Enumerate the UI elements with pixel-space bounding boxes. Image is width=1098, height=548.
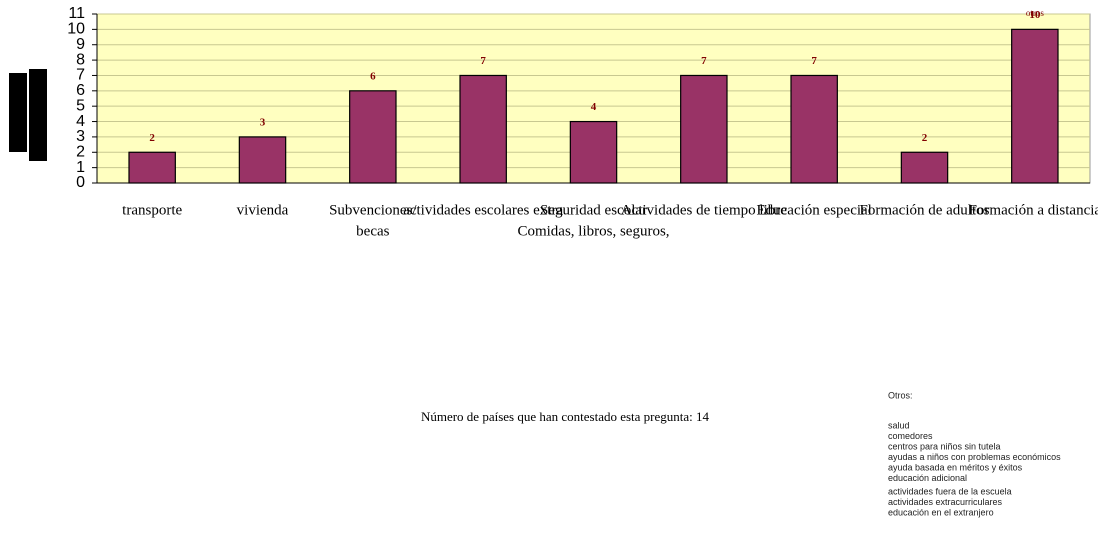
decor-block: [9, 73, 27, 152]
x-tick-label: Actividades de tiempo libre: [621, 202, 788, 218]
y-tick-label: 4: [76, 113, 85, 130]
x-tick-label: vivienda: [237, 202, 289, 218]
value-label: 4: [591, 101, 597, 113]
x-tick-label: Formación de adultos: [860, 202, 990, 218]
bar: [238, 136, 287, 184]
notes-item: salud: [888, 420, 910, 430]
notes-item: educación adicional: [888, 473, 967, 483]
y-tick-label: 3: [76, 128, 85, 145]
x-tick-label: actividades escolares extra: [403, 202, 563, 218]
x-tick-label: transporte: [122, 202, 182, 218]
decor-block: [29, 69, 47, 161]
notes-item: actividades fuera de la escuela: [888, 486, 1012, 496]
notes-item: ayudas a niños con problemas económicos: [888, 452, 1061, 462]
bar: [790, 74, 838, 184]
notes-title: Otros:: [888, 390, 913, 400]
notes-item: actividades extracurriculares: [888, 497, 1003, 507]
annotation: otros: [1026, 8, 1044, 18]
value-label: 6: [370, 70, 376, 82]
y-tick-label: 10: [67, 21, 85, 38]
bar: [569, 120, 618, 184]
value-label: 10: [1029, 9, 1041, 21]
y-tick-label: 7: [76, 67, 85, 84]
value-label: 2: [922, 132, 928, 144]
notes-item: ayuda basada en méritos y éxitos: [888, 462, 1023, 472]
value-label: 7: [701, 55, 707, 67]
x-tick-label: Seguridad escolar: [540, 202, 647, 218]
bar: [349, 90, 397, 184]
x-tick-label: Subvenciones/: [329, 202, 417, 218]
y-tick-label: 2: [76, 143, 85, 160]
bar: [900, 151, 949, 184]
value-label: 7: [480, 55, 486, 67]
bar: [459, 74, 507, 184]
x-tick-label: Comidas, libros, seguros,: [517, 223, 669, 239]
y-tick-label: 6: [76, 82, 85, 99]
bar: [128, 151, 176, 184]
y-tick-label: 5: [76, 97, 85, 114]
y-tick-label: 9: [76, 36, 85, 53]
notes-item: educación en el extranjero: [888, 507, 994, 517]
x-tick-label: Educación especial: [756, 202, 871, 218]
notes-item: comedores: [888, 431, 933, 441]
value-label: 7: [811, 55, 817, 67]
value-label: 3: [260, 116, 266, 128]
notes-item: centros para niños sin tutela: [888, 441, 1001, 451]
footnote: Número de países que han contestado esta…: [421, 409, 710, 424]
y-tick-label: 8: [76, 51, 85, 68]
y-tick-label: 1: [76, 159, 85, 176]
y-tick-label: 0: [76, 174, 85, 191]
bar: [680, 74, 728, 184]
x-tick-label: Formación a distancia: [969, 202, 1098, 218]
bar: [1011, 28, 1059, 184]
value-label: 2: [149, 132, 155, 144]
x-tick-label: becas: [356, 223, 389, 239]
y-tick-label: 11: [68, 5, 85, 22]
